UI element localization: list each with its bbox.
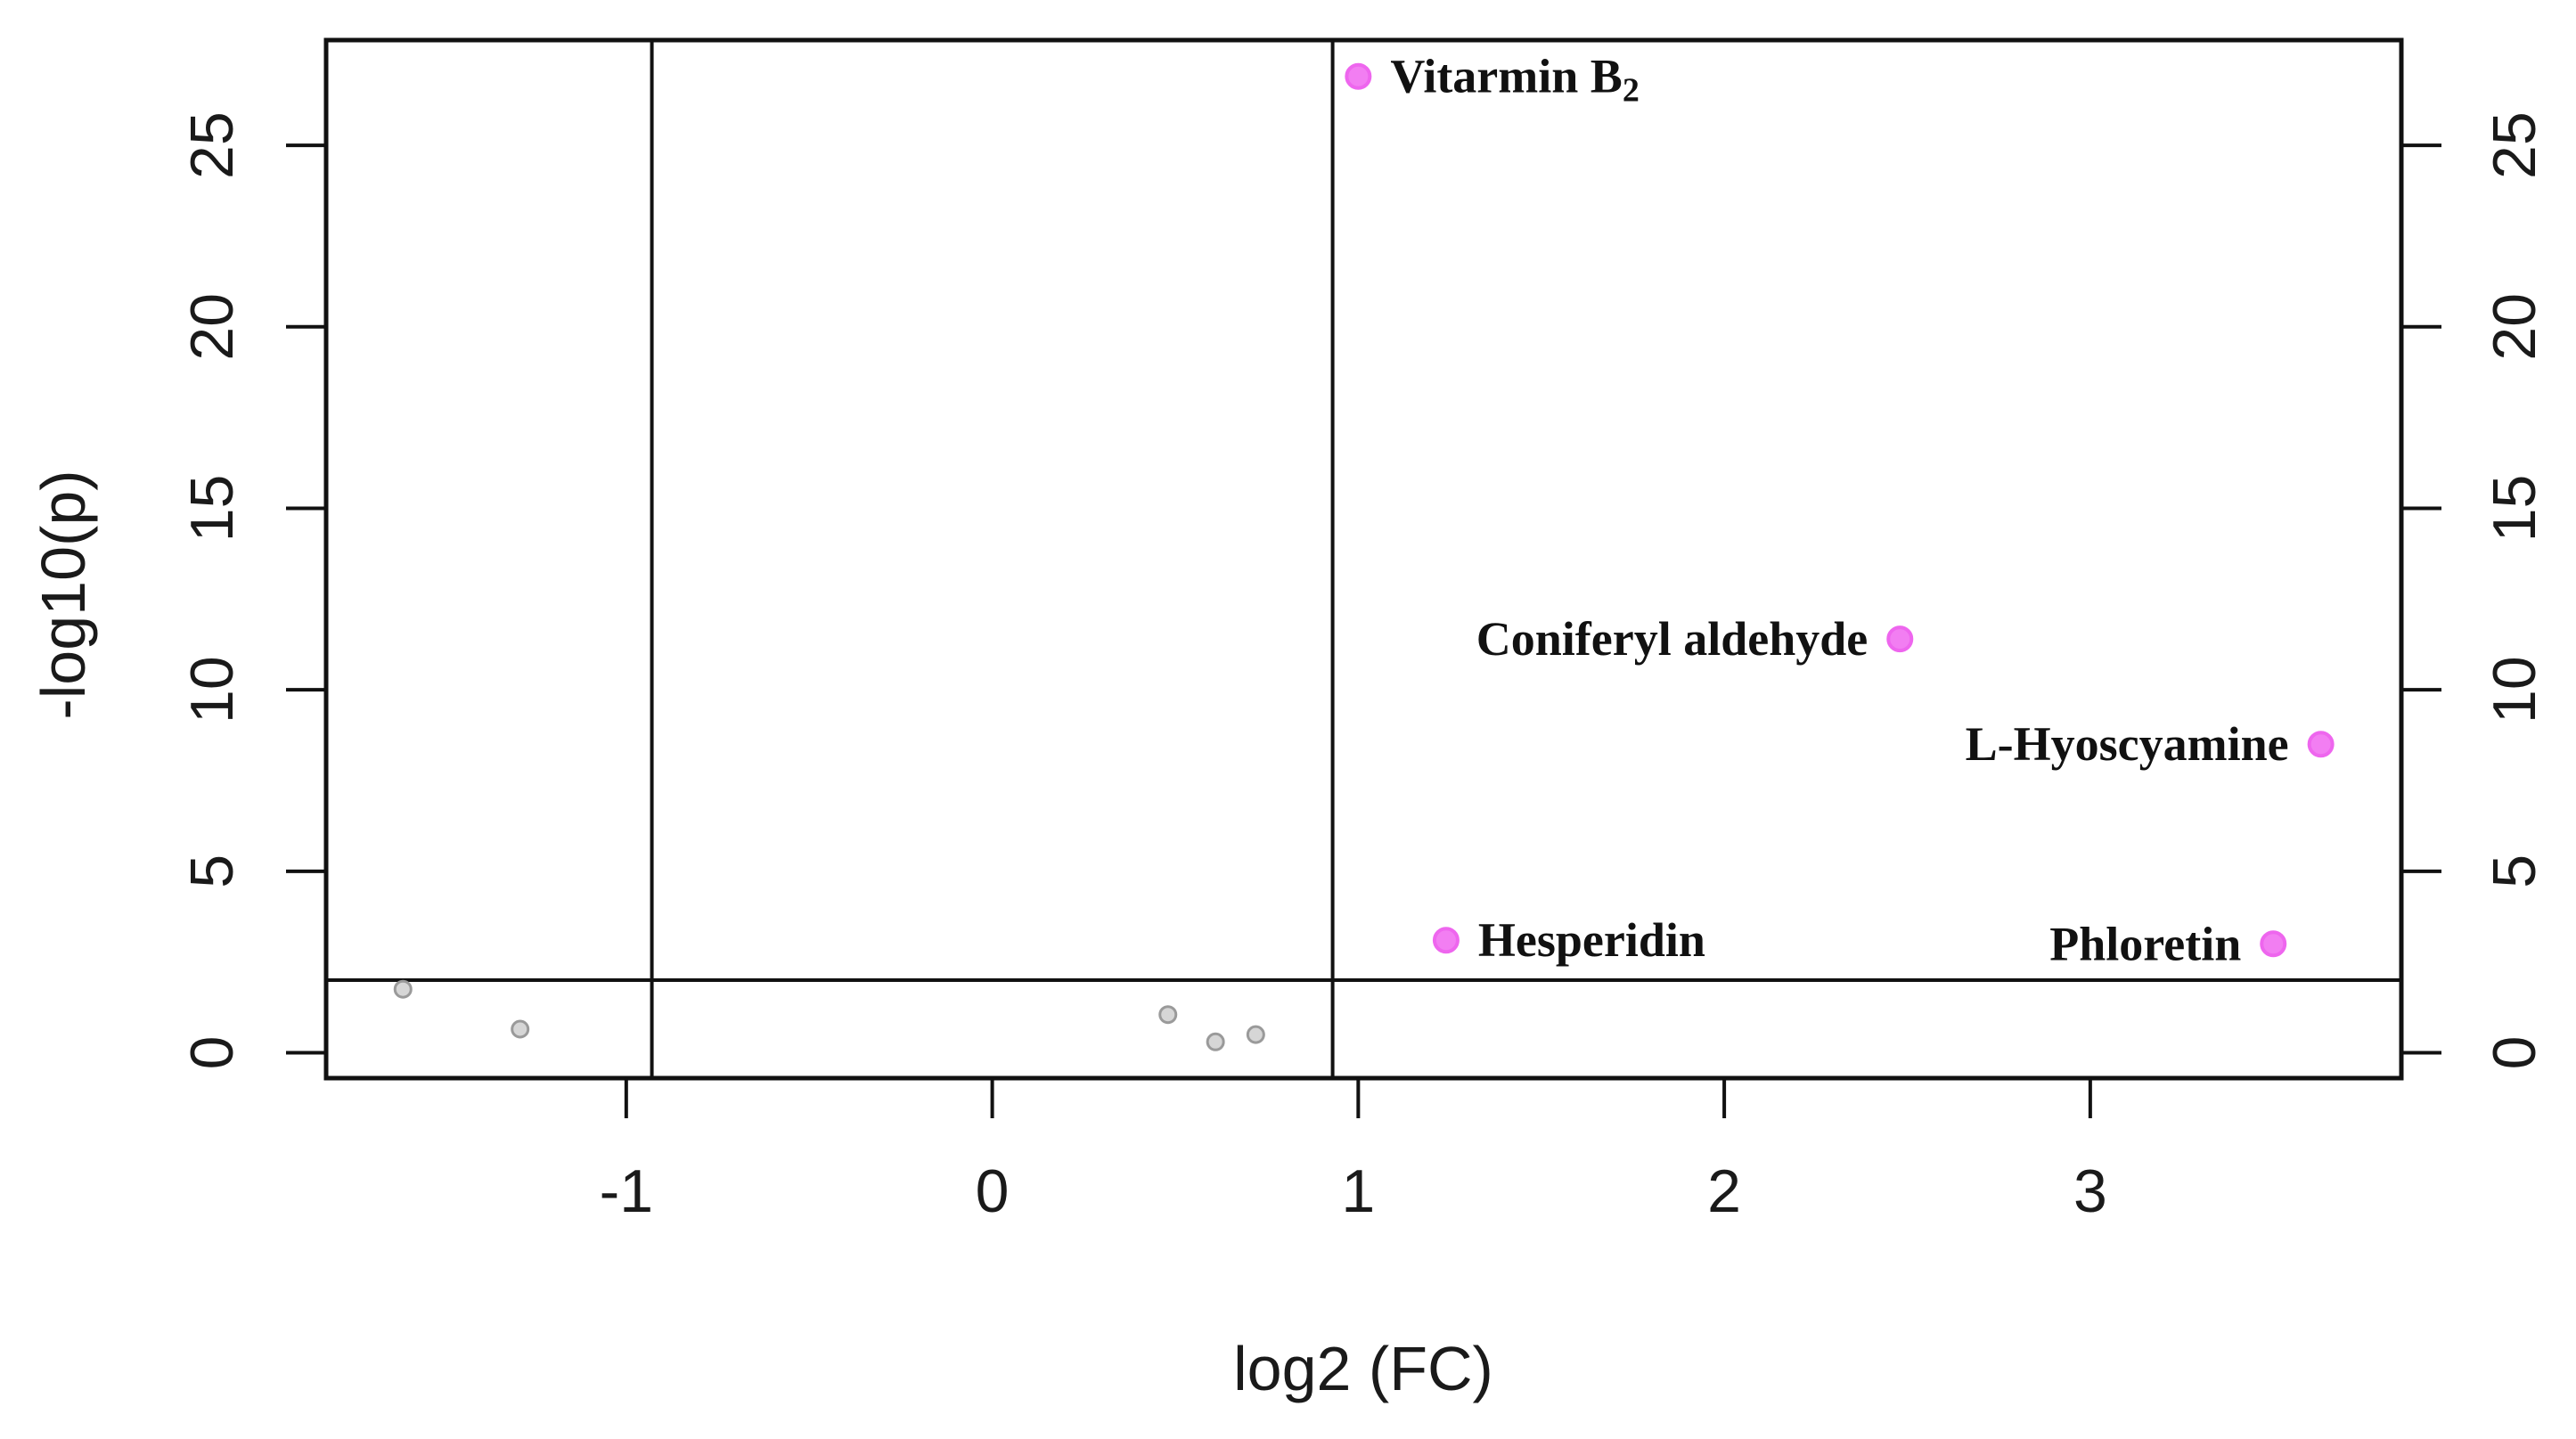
y-tick-label-left: 15 (178, 475, 246, 543)
point-label: L-Hyoscyamine (1966, 717, 2289, 771)
y-tick-label-right: 15 (2481, 475, 2548, 543)
nonsignificant-point (1206, 1032, 1225, 1051)
data-points (393, 62, 2335, 1051)
x-tick-label: 2 (1707, 1157, 1741, 1225)
point-label: Vitarmin B2 (1390, 50, 1639, 110)
y-tick-label-right: 20 (2481, 293, 2548, 361)
point-label: Hesperidin (1478, 913, 1705, 967)
significant-point (1886, 625, 1914, 653)
y-tick-label-left: 25 (178, 111, 246, 179)
y-tick-label-left: 0 (178, 1036, 246, 1070)
x-axis-title: log2 (FC) (1233, 1334, 1493, 1403)
y-axis-title: -log10(p) (29, 470, 98, 719)
plot-frame (323, 37, 2404, 1081)
nonsignificant-point (1158, 1005, 1178, 1025)
nonsignificant-point (393, 979, 413, 999)
y-tick-label-left: 20 (178, 293, 246, 361)
x-tick-label: -1 (600, 1157, 653, 1225)
significant-point (1345, 62, 1372, 90)
y-tick-label-right: 25 (2481, 111, 2548, 179)
threshold-lines (326, 40, 2401, 1078)
x-tick-label: 3 (2073, 1157, 2107, 1225)
y-tick-label-right: 0 (2481, 1036, 2548, 1070)
significant-point (2307, 731, 2335, 758)
x-tick-label: 1 (1341, 1157, 1375, 1225)
y-tick-label-left: 5 (178, 854, 246, 888)
y-axis-left: 0 5 10 15 20 25 (178, 111, 326, 1069)
y-tick-label-right: 10 (2481, 656, 2548, 724)
nonsignificant-point (1246, 1025, 1265, 1044)
y-axis-right: 0 5 10 15 20 25 (2401, 111, 2548, 1069)
x-tick-label: 0 (976, 1157, 1010, 1225)
significant-point (2260, 930, 2287, 958)
point-label: Coniferyl aldehyde (1476, 612, 1869, 666)
point-label: Phloretin (2049, 917, 2241, 970)
significant-point (1432, 927, 1460, 954)
y-tick-label-right: 5 (2481, 854, 2548, 888)
nonsignificant-point (511, 1019, 530, 1039)
x-axis: -1 0 1 2 3 (600, 1078, 2107, 1225)
y-tick-label-left: 10 (178, 656, 246, 724)
point-labels: Vitarmin B2 Coniferyl aldehyde L-Hyoscyami… (1390, 50, 2288, 971)
